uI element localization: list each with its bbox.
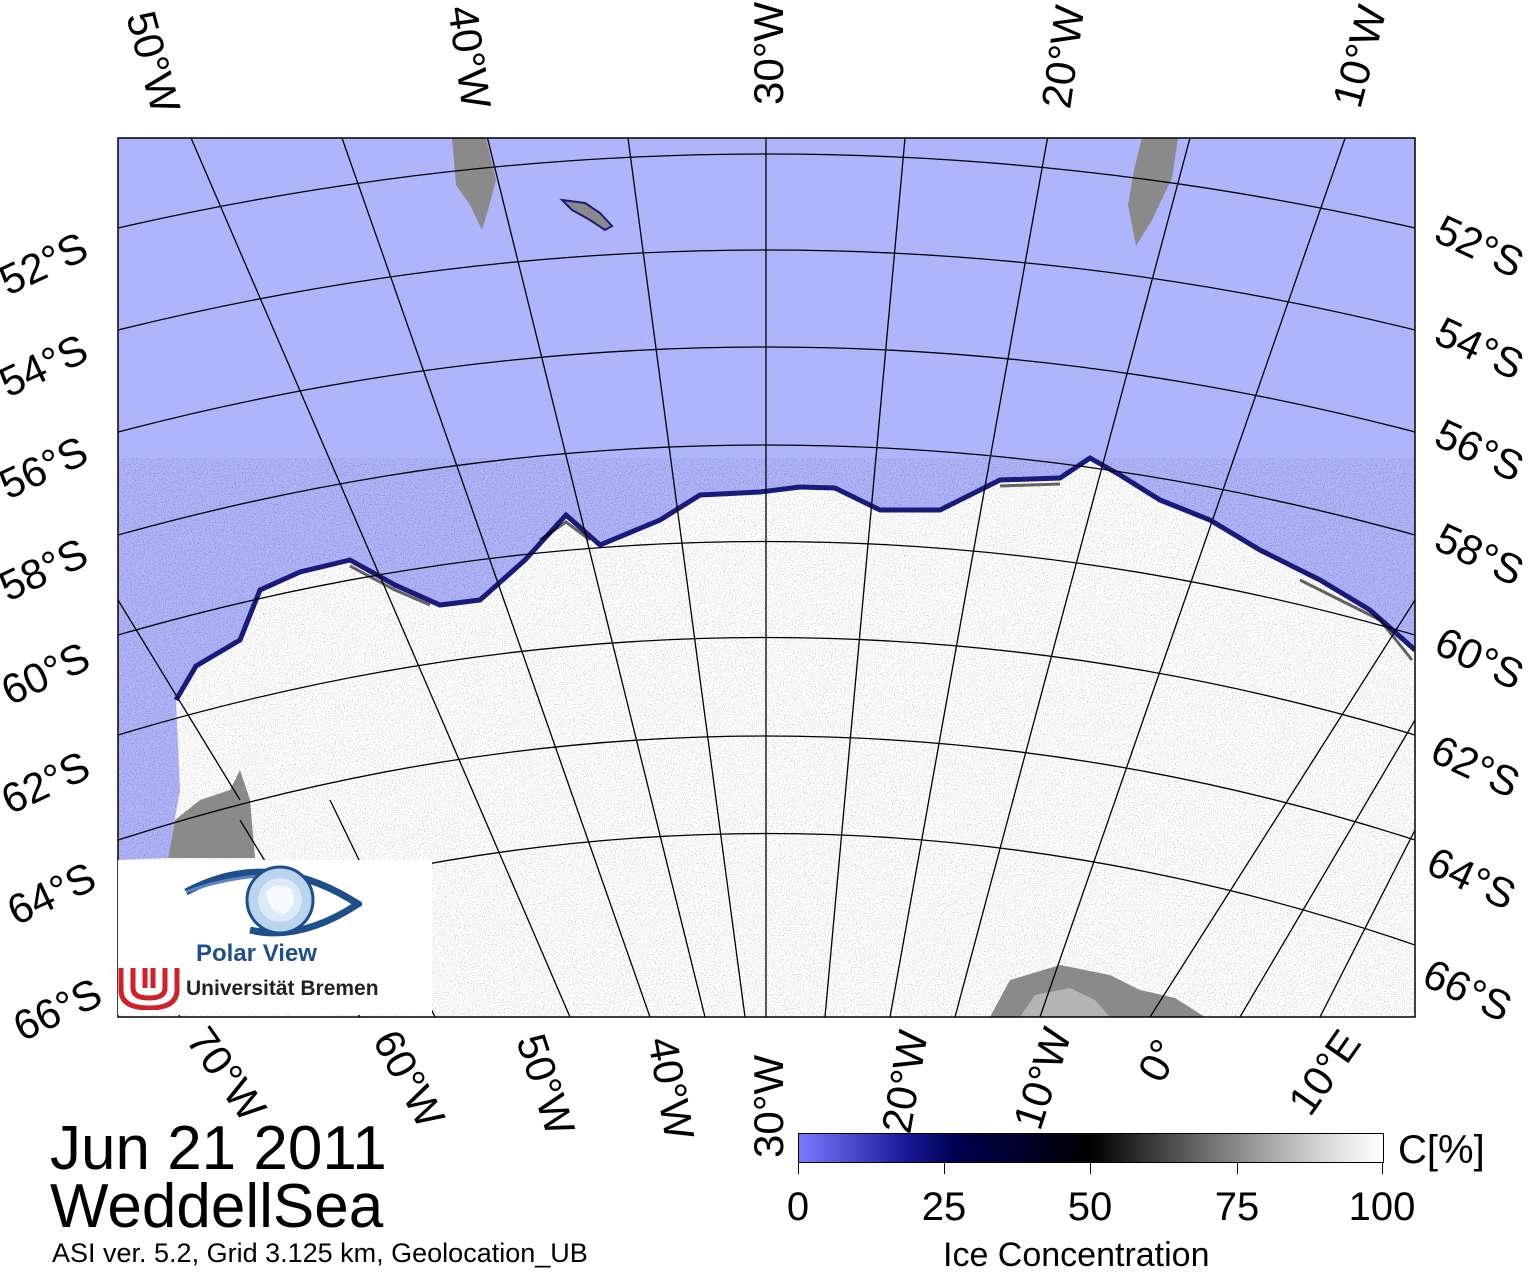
- colorbar-tick: [1237, 1162, 1238, 1174]
- land-sandwich: [1128, 138, 1178, 246]
- colorbar-tick-label: 0: [786, 1185, 810, 1229]
- land-south-georgia: [452, 138, 496, 230]
- colorbar-tick: [944, 1162, 945, 1174]
- right-label-66s: 66°S: [1416, 950, 1519, 1031]
- polar-view-eye-icon: [184, 865, 362, 937]
- parallels: [118, 153, 1415, 946]
- right-label-54s: 54°S: [1428, 308, 1531, 389]
- top-label-30w: 30°W: [745, 1, 792, 105]
- right-label-58s: 58°S: [1428, 514, 1531, 595]
- colorbar-unit: C[%]: [1398, 1128, 1485, 1172]
- colorbar-title: Ice Concentration: [943, 1236, 1210, 1274]
- logo-title: Polar View: [196, 940, 317, 967]
- land-peninsula: [168, 770, 255, 858]
- bremen-u-icon: [118, 968, 180, 1010]
- right-label-64s: 64°S: [1420, 838, 1523, 919]
- right-label-52s: 52°S: [1428, 206, 1531, 287]
- right-labels: 52°S 54°S 56°S 58°S 60°S 62°S 64°S 66°S: [1416, 206, 1531, 1031]
- left-label-58s: 58°S: [0, 529, 95, 610]
- info-text: ASI ver. 5.2, Grid 3.125 km, Geolocation…: [52, 1238, 588, 1268]
- bottom-label-30w: 30°W: [745, 1054, 792, 1158]
- colorbar-tick-label: 25: [921, 1185, 967, 1229]
- left-label-62s: 62°S: [0, 742, 97, 823]
- bottom-label-50w: 50°W: [507, 1028, 584, 1141]
- colorbar-tick: [798, 1162, 799, 1174]
- ice-edge-dark: [349, 482, 1414, 661]
- right-label-62s: 62°S: [1424, 726, 1527, 807]
- colorbar-tick-label: 50: [1067, 1185, 1113, 1229]
- logo-institution: Universität Bremen: [186, 977, 379, 1000]
- ice-edge: [173, 455, 1415, 702]
- top-label-10w: 10°W: [1323, 0, 1395, 112]
- map-frame: [117, 137, 1416, 1018]
- colorbar-tick: [1090, 1162, 1091, 1174]
- bottom-label-40w: 40°W: [639, 1033, 703, 1143]
- left-label-54s: 54°S: [0, 325, 95, 406]
- top-label-20w: 20°W: [1032, 2, 1093, 111]
- meridians: [118, 138, 1415, 1017]
- colorbar: [798, 1133, 1384, 1163]
- left-label-60s: 60°S: [0, 633, 97, 714]
- colorbar-tick-label: 75: [1214, 1185, 1260, 1229]
- right-label-60s: 60°S: [1428, 618, 1531, 699]
- bottom-label-10w: 10°W: [1004, 1022, 1081, 1135]
- bottom-label-10e: 10°E: [1279, 1021, 1370, 1123]
- top-label-40w: 40°W: [439, 3, 500, 112]
- left-labels: 52°S 54°S 56°S 58°S 60°S 62°S 64°S 66°S: [0, 223, 109, 1050]
- colorbar-tick: [1382, 1162, 1383, 1174]
- right-label-56s: 56°S: [1428, 410, 1531, 491]
- left-label-64s: 64°S: [0, 853, 103, 934]
- colorbar-tick-label: 100: [1348, 1185, 1416, 1229]
- left-label-56s: 56°S: [0, 427, 95, 508]
- left-label-52s: 52°S: [0, 223, 95, 304]
- region-title: WeddellSea: [50, 1172, 384, 1241]
- land-island-small: [559, 198, 614, 232]
- left-label-66s: 66°S: [6, 969, 109, 1050]
- bottom-label-20w: 20°W: [873, 1026, 937, 1136]
- date-title: Jun 21 2011: [50, 1114, 387, 1183]
- top-label-50w: 50°W: [117, 6, 189, 118]
- bottom-label-0: 0°: [1128, 1032, 1188, 1090]
- top-labels: 50°W 40°W 30°W 20°W 10°W: [117, 0, 1395, 118]
